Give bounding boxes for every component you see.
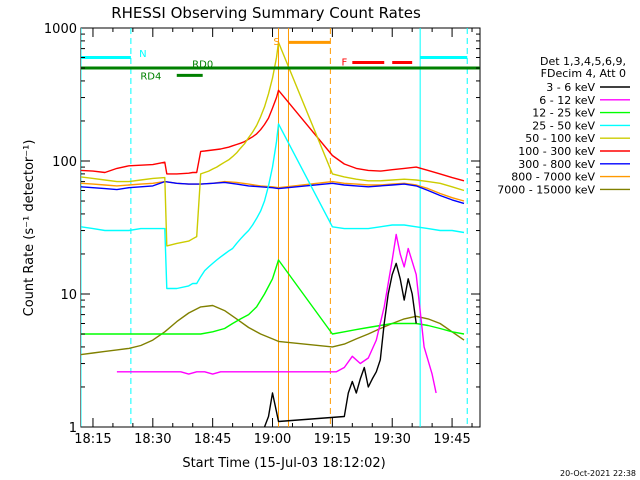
x-tick-label-1930: 19:30	[373, 432, 410, 447]
legend-header-1: FDecim 4, Att 0	[541, 67, 626, 80]
legend-entry-4: 50 - 100 keV	[525, 132, 595, 145]
y-tick-label-10: 10	[60, 288, 77, 303]
legend-entry-6: 300 - 800 keV	[518, 158, 595, 171]
legend-entry-3: 25 - 50 keV	[532, 119, 595, 132]
y-tick-label-100: 100	[52, 155, 77, 170]
series-line-800-7000-kev	[81, 180, 465, 202]
legend-entry-2: 12 - 25 keV	[532, 107, 595, 120]
series-line-25-50-kev	[81, 123, 465, 290]
legend: Det 1,3,4,5,6,9,FDecim 4, Att 03 - 6 keV…	[497, 55, 630, 196]
legend-entry-7: 800 - 7000 keV	[511, 171, 595, 184]
series-line-12-25-kev	[81, 259, 465, 335]
annotation-label-f: F	[341, 57, 347, 68]
annotation-label-rd4: RD4	[140, 71, 161, 82]
annotation-label-n: N	[139, 49, 146, 60]
x-axis-label: Start Time (15-Jul-03 18:12:02)	[182, 456, 385, 471]
legend-entry-1: 6 - 12 keV	[539, 94, 595, 107]
annotation-label-rd0: RD0	[192, 60, 213, 71]
series-line-100-300-kev	[81, 89, 465, 182]
y-axis-label: Count Rate (s⁻¹ detector⁻¹)	[22, 140, 37, 317]
plot-area: N S F RD0 RD4	[81, 28, 480, 427]
x-tick-label-1900: 19:00	[254, 432, 291, 447]
y-axis: 1 10 100 1000	[44, 22, 480, 436]
x-tick-label-1845: 18:45	[194, 432, 231, 447]
legend-entry-8: 7000 - 15000 keV	[497, 183, 595, 196]
x-tick-label-1815: 18:15	[74, 432, 111, 447]
legend-entry-5: 100 - 300 keV	[518, 145, 595, 158]
y-tick-label-1000: 1000	[44, 22, 77, 37]
x-tick-label-1915: 19:15	[314, 432, 351, 447]
x-tick-label-1830: 18:30	[134, 432, 171, 447]
legend-header-0: Det 1,3,4,5,6,9,	[540, 55, 626, 68]
annotation-label-saa: S	[273, 37, 279, 48]
x-axis: 18:15 18:30 18:45 19:00 19:15 19:30 19:45	[74, 28, 473, 447]
series-line-7000-15000-kev	[81, 304, 465, 356]
timestamp: 20-Oct-2021 22:38	[560, 469, 636, 478]
series-line-3-6-kev	[263, 262, 417, 427]
series-line-6-12-kev	[116, 233, 437, 394]
series-line-300-800-kev	[81, 180, 465, 205]
legend-entry-0: 3 - 6 keV	[546, 81, 595, 94]
x-tick-label-1945: 19:45	[433, 432, 470, 447]
y-tick-label-1: 1	[69, 421, 77, 436]
series-line-50-100-kev	[81, 41, 465, 247]
chart-title: RHESSI Observing Summary Count Rates	[111, 4, 421, 22]
